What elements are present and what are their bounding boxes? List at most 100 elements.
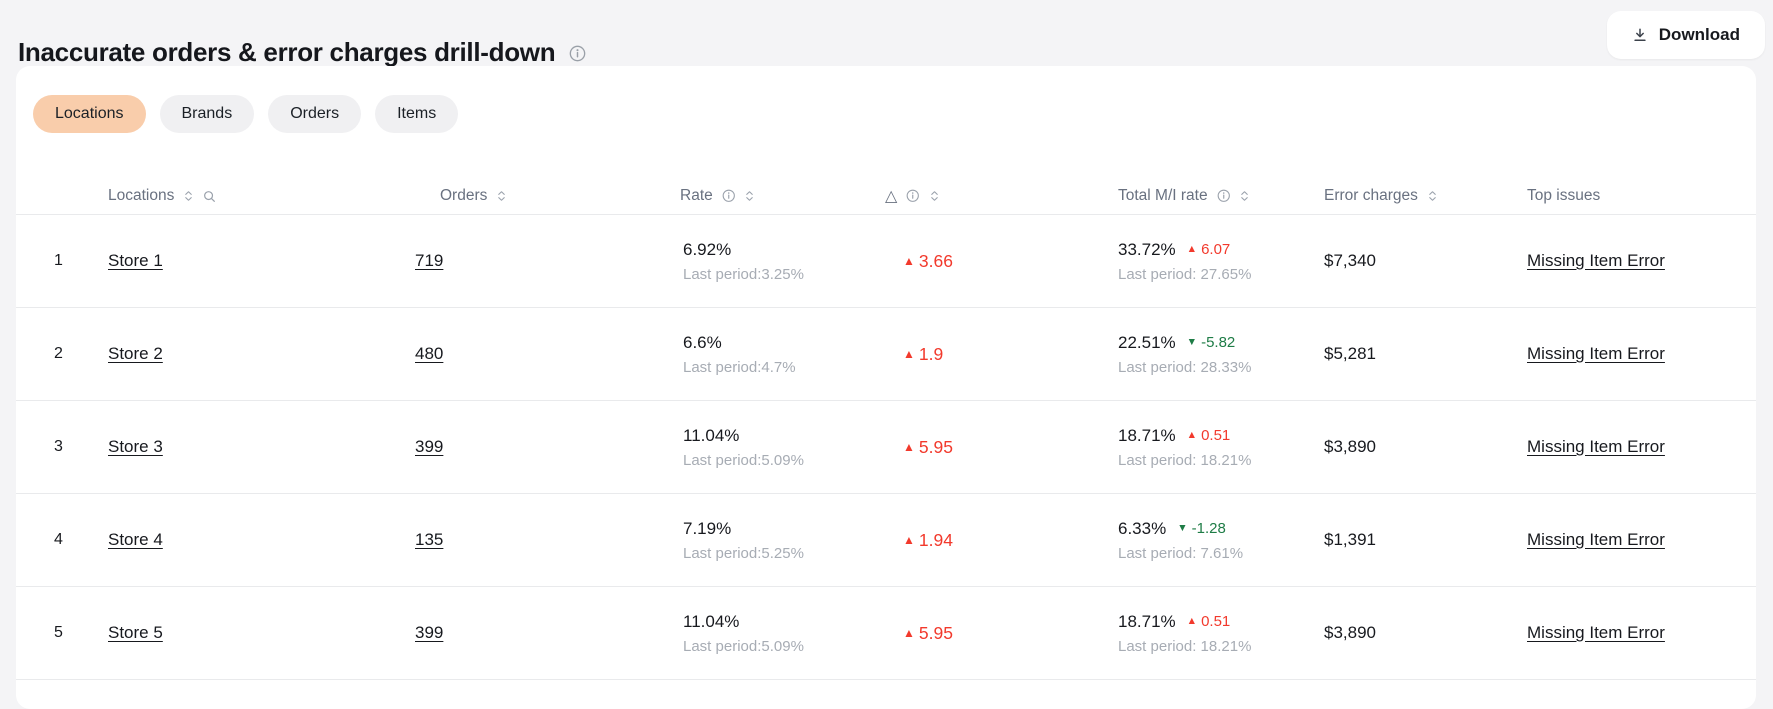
delta-triangle-label: △: [885, 188, 898, 205]
top-issue-cell: Missing Item Error: [1527, 530, 1756, 550]
table-row: 2 Store 2 480 6.6% Last period:4.7% ▲ 1.…: [16, 308, 1756, 401]
top-issue-link[interactable]: Missing Item Error: [1527, 344, 1665, 363]
trend-arrow-icon: ▲: [1186, 615, 1198, 628]
tab-locations[interactable]: Locations: [33, 95, 146, 133]
orders-cell: 399: [415, 623, 680, 643]
location-link[interactable]: Store 1: [108, 251, 163, 270]
orders-link[interactable]: 399: [415, 623, 444, 642]
location-link[interactable]: Store 4: [108, 530, 163, 549]
sort-icon[interactable]: [496, 190, 507, 202]
mi-last-period: Last period: 27.65%: [1118, 265, 1252, 283]
mi-change: ▼ -1.28: [1177, 520, 1226, 537]
top-issue-cell: Missing Item Error: [1527, 437, 1756, 457]
rate-cell: 6.92% Last period:3.25%: [680, 240, 885, 283]
info-icon[interactable]: [906, 189, 920, 203]
mi-last-period: Last period: 28.33%: [1118, 358, 1252, 376]
delta-change: ▲ 1.9: [903, 344, 943, 365]
page-title-text: Inaccurate orders & error charges drill-…: [18, 37, 556, 68]
top-issue-link[interactable]: Missing Item Error: [1527, 437, 1665, 456]
rate-cell: 6.6% Last period:4.7%: [680, 333, 885, 376]
rate-last-period: Last period:5.25%: [683, 544, 804, 562]
top-issue-link[interactable]: Missing Item Error: [1527, 251, 1665, 270]
orders-link[interactable]: 480: [415, 344, 444, 363]
sort-icon[interactable]: [1239, 190, 1250, 202]
mi-rate-value: 18.71%: [1118, 611, 1176, 631]
drilldown-card: Locations Brands Orders Items Locations …: [16, 66, 1756, 709]
tab-brands[interactable]: Brands: [159, 95, 255, 133]
column-header-delta: △: [885, 186, 1118, 206]
rate-value: 7.19%: [683, 518, 732, 538]
table-row: 3 Store 3 399 11.04% Last period:5.09% ▲…: [16, 401, 1756, 494]
drilldown-table: Locations Orders Rate: [16, 178, 1756, 680]
table-header-row: Locations Orders Rate: [16, 178, 1756, 215]
mi-change-value: 0.51: [1201, 427, 1231, 444]
tab-bar: Locations Brands Orders Items: [33, 95, 459, 133]
download-label: Download: [1658, 25, 1740, 44]
download-button[interactable]: Download: [1606, 11, 1765, 59]
delta-value: 1.94: [918, 529, 953, 550]
location-link[interactable]: Store 2: [108, 344, 163, 363]
trend-arrow-icon: ▲: [1186, 429, 1198, 442]
orders-link[interactable]: 135: [415, 530, 444, 549]
delta-cell: ▲ 1.9: [885, 343, 1118, 365]
location-link[interactable]: Store 5: [108, 623, 163, 642]
tab-orders[interactable]: Orders: [268, 95, 362, 133]
mi-rate-value: 6.33%: [1118, 518, 1167, 538]
row-index: 3: [54, 438, 63, 455]
mi-rate-cell: 18.71% ▲ 0.51 Last period: 18.21%: [1118, 612, 1324, 655]
rate-cell: 7.19% Last period:5.25%: [680, 519, 885, 562]
rate-last-period: Last period:4.7%: [683, 358, 796, 376]
sort-icon[interactable]: [929, 190, 940, 202]
error-charges-value: $3,890: [1324, 623, 1376, 642]
mi-rate-cell: 22.51% ▼ -5.82 Last period: 28.33%: [1118, 333, 1324, 376]
delta-cell: ▲ 1.94: [885, 529, 1118, 551]
rate-last-period: Last period:5.09%: [683, 637, 804, 655]
mi-change-value: -5.82: [1201, 334, 1236, 351]
search-icon[interactable]: [203, 190, 216, 203]
mi-last-period: Last period: 18.21%: [1118, 637, 1252, 655]
row-index: 5: [54, 624, 63, 641]
orders-link[interactable]: 719: [415, 251, 444, 270]
trend-arrow-icon: ▲: [903, 254, 915, 269]
location-cell: Store 2: [100, 344, 415, 364]
table-row: 5 Store 5 399 11.04% Last period:5.09% ▲…: [16, 587, 1756, 680]
top-issue-link[interactable]: Missing Item Error: [1527, 530, 1665, 549]
location-cell: Store 1: [100, 251, 415, 271]
trend-arrow-icon: ▲: [903, 533, 915, 548]
mi-change: ▲ 6.07: [1187, 241, 1231, 258]
column-header-rate: Rate: [680, 187, 885, 205]
trend-arrow-icon: ▼: [1186, 336, 1198, 349]
info-icon[interactable]: [569, 45, 586, 62]
column-label: Rate: [680, 187, 713, 204]
sort-icon[interactable]: [183, 190, 194, 202]
mi-rate-cell: 6.33% ▼ -1.28 Last period: 7.61%: [1118, 519, 1324, 562]
info-icon[interactable]: [1217, 189, 1231, 203]
top-bar: Inaccurate orders & error charges drill-…: [0, 0, 1773, 68]
top-issue-link[interactable]: Missing Item Error: [1527, 623, 1665, 642]
sort-icon[interactable]: [744, 190, 755, 202]
column-label: Locations: [108, 187, 175, 204]
location-cell: Store 4: [100, 530, 415, 550]
column-label: Error charges: [1324, 187, 1418, 204]
mi-change-value: -1.28: [1191, 520, 1226, 537]
tab-items[interactable]: Items: [375, 95, 459, 133]
mi-rate-value: 22.51%: [1118, 332, 1176, 352]
rate-last-period: Last period:3.25%: [683, 265, 804, 283]
top-issue-cell: Missing Item Error: [1527, 344, 1756, 364]
orders-cell: 135: [415, 530, 680, 550]
orders-link[interactable]: 399: [415, 437, 444, 456]
sort-icon[interactable]: [1427, 190, 1438, 202]
location-link[interactable]: Store 3: [108, 437, 163, 456]
download-icon: [1632, 27, 1648, 43]
location-cell: Store 3: [100, 437, 415, 457]
orders-cell: 480: [415, 344, 680, 364]
rate-value: 6.6%: [683, 332, 722, 352]
column-label: Total M/I rate: [1118, 187, 1208, 204]
table-body: 1 Store 1 719 6.92% Last period:3.25% ▲ …: [16, 215, 1756, 680]
error-charges-value: $1,391: [1324, 530, 1376, 549]
delta-cell: ▲ 5.95: [885, 436, 1118, 458]
column-header-orders: Orders: [415, 187, 680, 205]
rate-cell: 11.04% Last period:5.09%: [680, 426, 885, 469]
info-icon[interactable]: [722, 189, 736, 203]
mi-change: ▲ 0.51: [1187, 427, 1231, 444]
